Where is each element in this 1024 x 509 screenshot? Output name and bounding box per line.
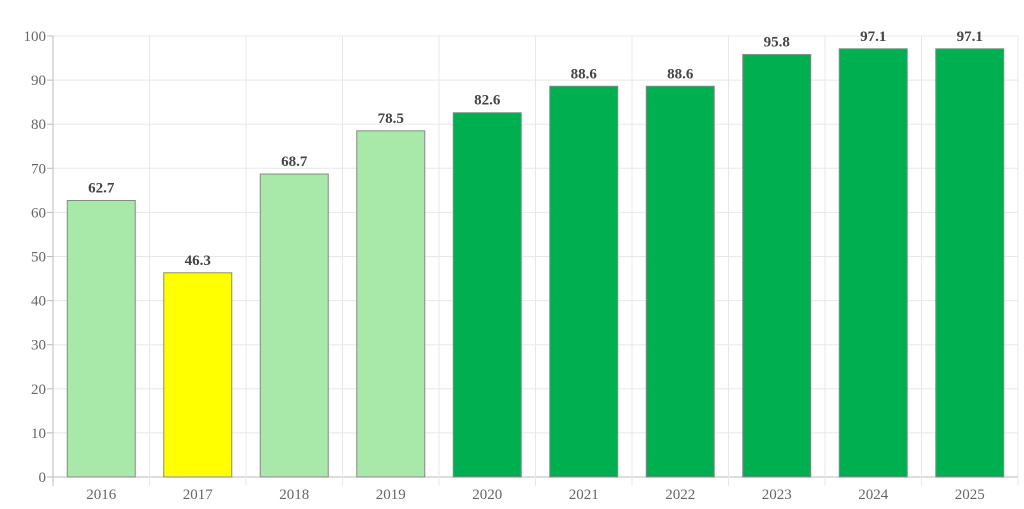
data-label: 88.6 [571, 66, 598, 82]
y-tick-label: 40 [31, 294, 46, 310]
x-tick-label: 2020 [472, 487, 502, 503]
data-label: 97.1 [860, 29, 886, 45]
data-label: 82.6 [474, 93, 501, 109]
x-tick-label: 2024 [858, 487, 889, 503]
bar-2018 [259, 173, 329, 478]
data-label: 68.7 [281, 154, 308, 170]
bar-2025 [935, 48, 1005, 478]
bar-2022 [645, 85, 715, 478]
data-label: 97.1 [957, 29, 983, 45]
x-tick-label: 2019 [376, 487, 406, 503]
y-tick-label: 0 [39, 470, 47, 486]
x-tick-label: 2017 [183, 487, 214, 503]
bar-2021 [549, 85, 619, 478]
bar-2019 [356, 130, 426, 478]
x-tick-label: 2022 [665, 487, 695, 503]
data-label: 46.3 [185, 253, 211, 269]
x-tick-label: 2023 [762, 487, 792, 503]
y-tick-label: 100 [24, 29, 47, 45]
bar-2023 [742, 54, 812, 478]
y-tick-label: 90 [31, 73, 46, 89]
x-tick-label: 2021 [569, 487, 599, 503]
data-label: 78.5 [378, 111, 404, 127]
bar-2020 [452, 112, 522, 478]
y-tick-label: 50 [31, 250, 46, 266]
bar-2017 [163, 272, 233, 478]
bar-2016 [66, 199, 136, 478]
data-label: 88.6 [667, 66, 694, 82]
y-tick-label: 10 [31, 426, 46, 442]
y-tick-label: 20 [31, 382, 46, 398]
data-label: 62.7 [88, 180, 115, 196]
x-tick-label: 2016 [86, 487, 117, 503]
data-label: 95.8 [764, 35, 790, 51]
y-tick-label: 60 [31, 205, 46, 221]
x-tick-label: 2025 [955, 487, 985, 503]
y-tick-label: 80 [31, 117, 46, 133]
y-tick-label: 70 [31, 161, 46, 177]
bar-2024 [838, 48, 908, 478]
y-tick-label: 30 [31, 338, 46, 354]
x-tick-label: 2018 [279, 487, 309, 503]
